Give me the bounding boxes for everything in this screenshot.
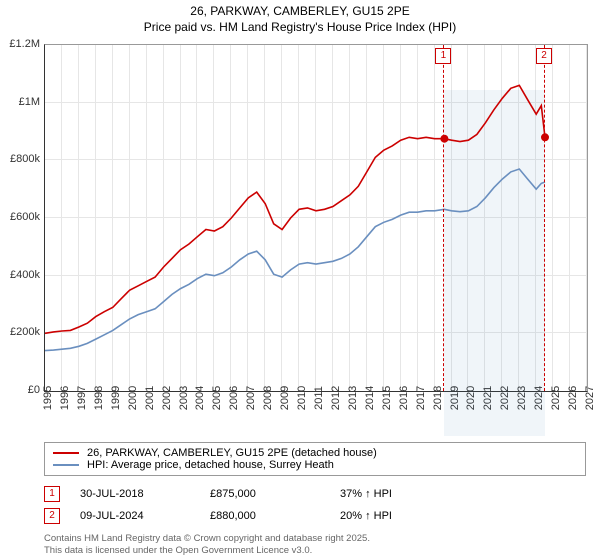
- legend-label: HPI: Average price, detached house, Surr…: [87, 459, 334, 471]
- annotation-price: £875,000: [210, 488, 340, 500]
- y-tick-label: £1M: [2, 96, 40, 108]
- y-tick-label: £200k: [2, 326, 40, 338]
- legend-item: HPI: Average price, detached house, Surr…: [53, 459, 577, 471]
- annotation-row: 2 09-JUL-2024 £880,000 20% ↑ HPI: [44, 508, 586, 524]
- data-point-marker: [541, 133, 549, 141]
- y-tick-label: £800k: [2, 153, 40, 165]
- legend-label: 26, PARKWAY, CAMBERLEY, GU15 2PE (detach…: [87, 447, 377, 459]
- legend-swatch: [53, 464, 79, 466]
- plot-area: [44, 44, 588, 392]
- annotation-date: 30-JUL-2018: [80, 488, 210, 500]
- annotation-diff: 37% ↑ HPI: [340, 488, 392, 500]
- legend-swatch: [53, 452, 79, 454]
- title-line-1: 26, PARKWAY, CAMBERLEY, GU15 2PE: [0, 4, 600, 20]
- legend-item: 26, PARKWAY, CAMBERLEY, GU15 2PE (detach…: [53, 447, 577, 459]
- annotation-marker: 1: [44, 486, 60, 502]
- footer-line-2: This data is licensed under the Open Gov…: [44, 545, 370, 557]
- y-tick-label: £400k: [2, 269, 40, 281]
- annotation-price: £880,000: [210, 510, 340, 522]
- data-point-marker: [440, 135, 448, 143]
- y-tick-label: £600k: [2, 211, 40, 223]
- annotation-row: 1 30-JUL-2018 £875,000 37% ↑ HPI: [44, 486, 586, 502]
- reference-marker: 2: [536, 48, 552, 64]
- y-tick-label: £1.2M: [2, 38, 40, 50]
- title-line-2: Price paid vs. HM Land Registry's House …: [0, 20, 600, 36]
- chart-svg: [45, 45, 587, 391]
- annotation-marker: 2: [44, 508, 60, 524]
- series-line: [45, 169, 545, 351]
- annotation-diff: 20% ↑ HPI: [340, 510, 392, 522]
- reference-marker: 1: [435, 48, 451, 64]
- footer-line-1: Contains HM Land Registry data © Crown c…: [44, 533, 370, 545]
- footer: Contains HM Land Registry data © Crown c…: [44, 533, 370, 557]
- annotation-date: 09-JUL-2024: [80, 510, 210, 522]
- chart-title: 26, PARKWAY, CAMBERLEY, GU15 2PE Price p…: [0, 0, 600, 35]
- y-tick-label: £0: [2, 384, 40, 396]
- legend: 26, PARKWAY, CAMBERLEY, GU15 2PE (detach…: [44, 442, 586, 476]
